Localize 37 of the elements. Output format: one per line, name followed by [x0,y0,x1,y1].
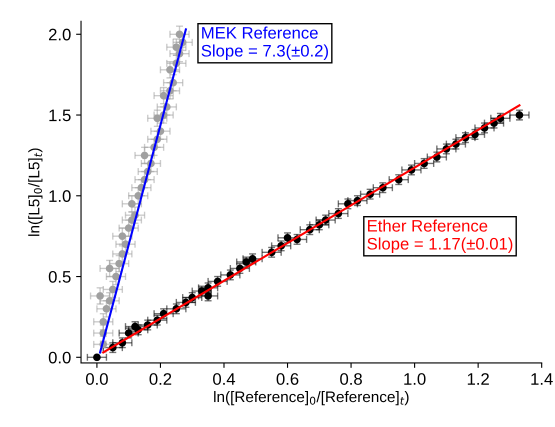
point [140,152,148,160]
y-tick-label: 1.5 [49,110,71,122]
point [124,224,132,232]
y-tick-label: 0.5 [48,270,71,283]
y-tick-label: 1.0 [49,190,71,202]
point [106,264,114,272]
point [118,232,126,240]
point [112,272,120,280]
series-label: MEK Reference Slope = 7.3(±0.2) [202,26,328,60]
point [516,111,524,119]
point [99,318,108,326]
x-tick-label: 0.6 [276,373,298,385]
point [96,292,104,300]
y-axis-title: ln([L5]$_{0}$/[L5]$_{t}$) [28,148,42,236]
point [172,43,180,51]
x-tick-label: 0.2 [150,373,172,385]
y-tick-label: 2.0 [48,28,71,40]
x-tick-label: 0.0 [86,373,108,385]
point [118,250,126,258]
x-tick-label: 0.8 [340,373,362,385]
x-axis-title: ln([Reference]$_{0}$/[Reference]$_{t}$) [214,390,409,406]
x-tick-label: 1.4 [531,373,553,385]
point [108,286,117,294]
point [115,260,123,268]
point [102,305,110,313]
point [160,92,168,100]
point [106,296,114,305]
point [166,66,174,74]
x-tick-label: 0.4 [213,373,236,385]
point [176,30,184,38]
y-tick-label: 0.0 [48,352,71,364]
x-tick-label: 1.2 [468,373,489,385]
point [153,114,162,122]
point [128,200,136,208]
point [93,353,101,362]
x-tick-label: 1.0 [404,373,426,385]
series-label: Ether Reference Slope = 1.17(±0.01) [367,219,512,253]
